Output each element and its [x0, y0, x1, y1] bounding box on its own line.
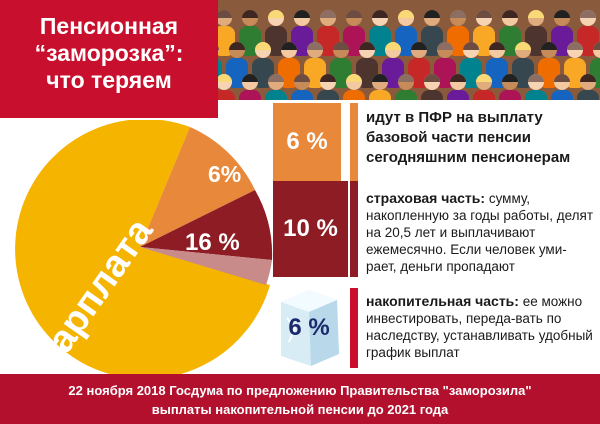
body-insurance: сумму, накопленную за годы работы, делят… [366, 191, 594, 274]
footer-line-1: 22 ноября 2018 Госдума по предложению Пр… [68, 383, 532, 398]
percent-savings: 6 % [288, 314, 330, 341]
pie-slice-pink [140, 247, 272, 285]
pie-slice-salary [15, 120, 270, 375]
pie-chart: зарплата 6% 16 % [15, 120, 273, 375]
percent-base: 6 % [286, 128, 328, 155]
text-insurance: страховая часть: сумму, накопленную за г… [366, 190, 594, 275]
divider-1 [350, 103, 358, 181]
footer-banner: 22 ноября 2018 Госдума по предложению Пр… [0, 374, 600, 424]
divider-3 [350, 288, 358, 368]
title-line-2: “заморозка”: [34, 40, 184, 66]
text-savings: накопительная часть: ее можно инвестиров… [366, 293, 594, 361]
heading-insurance: страховая часть: [366, 190, 486, 206]
title-panel: Пенсионная “заморозка”: что теряем [0, 0, 218, 118]
pie-slice-6 [140, 127, 255, 247]
title-line-3: что теряем [46, 67, 172, 93]
title-line-1: Пенсионная [39, 13, 179, 39]
pie-slice-16 [140, 190, 273, 260]
pie-label-16: 16 % [185, 229, 240, 256]
divider-2 [350, 181, 358, 277]
ice-cube-icon [281, 290, 339, 366]
footer-line-2: выплаты накопительной пенсии до 2021 год… [151, 402, 449, 417]
body-savings: ее можно инвестировать, переда-вать по н… [366, 294, 593, 360]
pie-label-6: 6% [208, 161, 241, 187]
text-base: идут в ПФР на выплату базовой части пенси… [366, 109, 571, 166]
percent-box-insurance: 10 % [273, 181, 348, 277]
percent-box-base: 6 % [273, 103, 341, 181]
heading-savings: накопительная часть: [366, 293, 519, 309]
percent-insurance: 10 % [283, 215, 338, 242]
percent-box-savings: 6 % [275, 288, 343, 368]
